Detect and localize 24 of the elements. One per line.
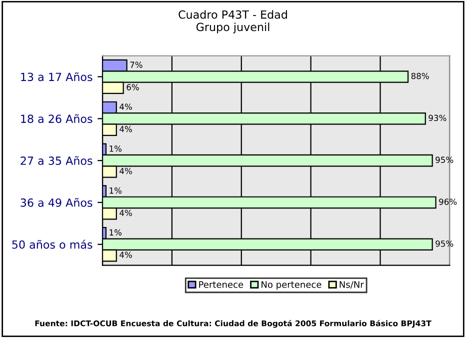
chart-title: Cuadro P43T - Edad Grupo juvenil [178, 10, 287, 34]
data-label: 4% [120, 252, 132, 258]
data-label: 1% [110, 145, 122, 152]
data-label: 1% [110, 187, 122, 194]
legend-label: Ns/Nr [340, 281, 364, 289]
data-label: 6% [126, 84, 139, 90]
data-label: 95% [436, 156, 454, 163]
y-tick-label: 50 años o más [12, 240, 92, 249]
legend-label: Pertenece [199, 281, 244, 288]
legend-label: No pertenece [262, 281, 322, 290]
data-label: 4% [120, 210, 132, 216]
data-label: 93% [428, 114, 446, 122]
y-tick-label: 27 a 35 Años [20, 156, 92, 165]
y-tick-label: 13 a 17 Años [21, 72, 92, 82]
data-label: 95% [436, 240, 454, 247]
data-label: 4% [120, 126, 132, 132]
data-label: 4% [120, 104, 132, 110]
data-label: 88% [411, 72, 429, 80]
data-label: 7% [130, 62, 142, 68]
data-label: 1% [110, 229, 122, 236]
data-label: 4% [120, 168, 132, 174]
y-tick-label: 36 a 49 Años [20, 198, 92, 207]
y-tick-label: 18 a 26 Años [21, 114, 92, 124]
data-label: 96% [439, 198, 457, 205]
